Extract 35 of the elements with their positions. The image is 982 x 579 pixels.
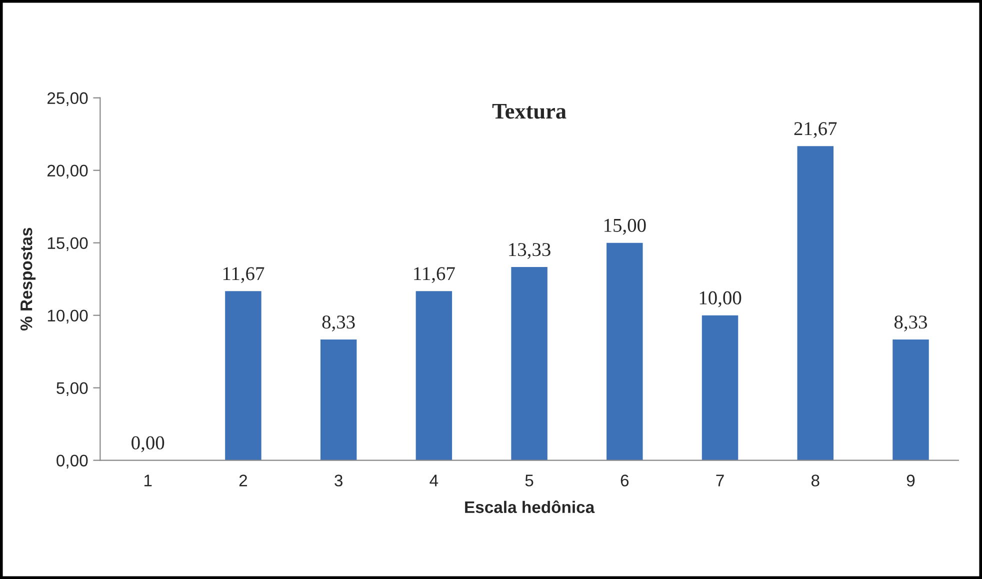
x-tick-label: 2 <box>239 474 248 486</box>
chart-title: Textura <box>492 104 566 119</box>
data-label: 11,67 <box>223 267 264 284</box>
bar <box>320 340 357 460</box>
y-tick-label: 15,00 <box>48 237 88 252</box>
y-tick-label: 20,00 <box>47 164 88 179</box>
data-label: 11,67 <box>414 267 455 284</box>
x-tick-label: 4 <box>430 474 438 486</box>
y-axis-title: % Respostas <box>20 228 36 331</box>
data-label: 8,33 <box>322 316 355 332</box>
x-tick-label: 7 <box>716 474 724 486</box>
bar <box>606 242 643 460</box>
y-tick-label: 10,00 <box>48 310 88 324</box>
bar <box>511 267 548 460</box>
data-label: 15,00 <box>604 218 646 235</box>
x-axis-title: Escala hedônica <box>465 500 595 514</box>
bar <box>225 291 262 460</box>
y-tick-label: 25,00 <box>47 92 88 106</box>
y-tick-label: 0,00 <box>56 454 88 468</box>
x-tick-label: 6 <box>620 474 629 486</box>
data-label: 8,33 <box>894 316 928 332</box>
data-label: 21,67 <box>794 122 837 138</box>
bar <box>702 315 738 460</box>
x-tick-label: 8 <box>811 474 820 486</box>
bar <box>892 340 929 460</box>
data-label: 0,00 <box>132 436 164 452</box>
y-tick-label: 5,00 <box>56 382 88 396</box>
data-label: 10,00 <box>700 291 742 308</box>
x-tick-label: 3 <box>334 474 342 486</box>
bar <box>416 291 452 460</box>
x-tick-label: 9 <box>906 474 915 486</box>
x-tick-label: 1 <box>144 474 152 486</box>
data-label: 13,33 <box>509 243 550 259</box>
x-tick-label: 5 <box>525 474 534 486</box>
bar <box>797 146 834 460</box>
